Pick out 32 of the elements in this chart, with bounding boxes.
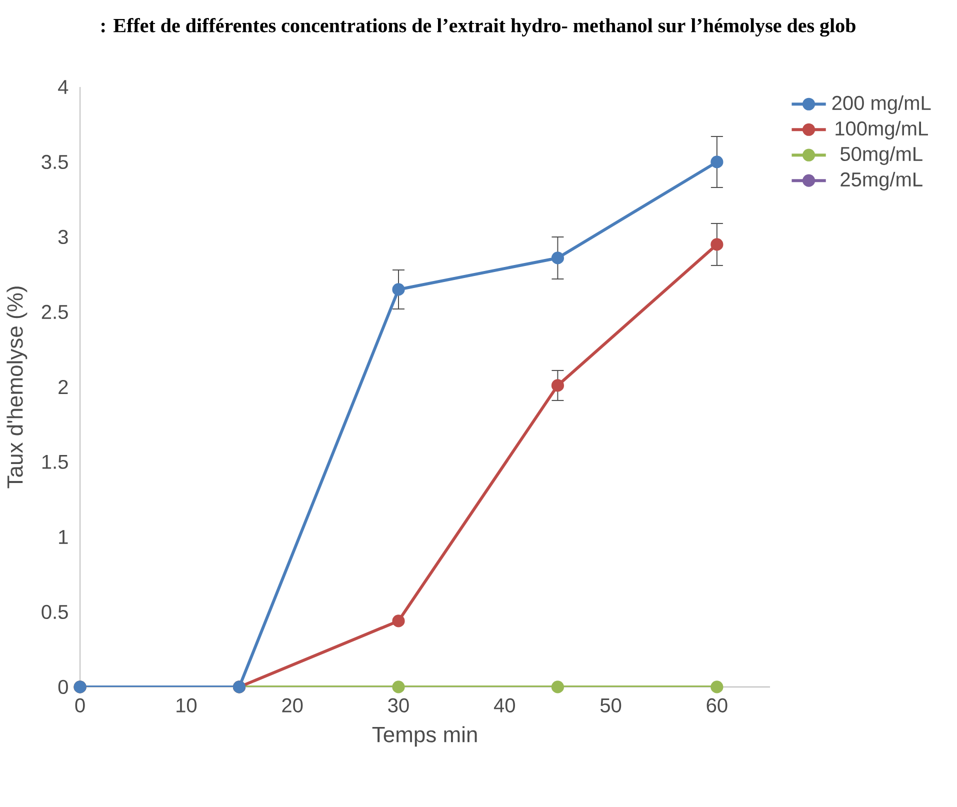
- y-axis-title: Taux d'hemolyse (%): [6, 286, 28, 488]
- chart-title: : Effet de différentes concentrations de l’extrait hydro- methanol sur l’hémolyse des glob: [101, 18, 856, 37]
- point: [551, 252, 564, 264]
- point: [710, 680, 724, 694]
- point: [392, 614, 405, 628]
- x-tick-label: 0: [75, 698, 85, 712]
- x-tick-label: 40: [494, 698, 515, 712]
- point: [551, 680, 564, 694]
- legend-label: 100mg/mL: [836, 120, 928, 140]
- point: [710, 238, 724, 251]
- y-tick-label: 1: [59, 530, 68, 544]
- y-tick-label: 0.5: [42, 604, 68, 620]
- point: [710, 156, 724, 168]
- y-tick-label: 0: [58, 680, 68, 694]
- x-tick-label: 50: [600, 698, 622, 712]
- legend-label: 25mg/mL: [840, 172, 922, 190]
- x-tick-label: 20: [282, 698, 303, 712]
- x-tick-label: 30: [388, 698, 409, 712]
- legend-label: 200 mg/mL: [832, 95, 931, 114]
- x-tick-label: 60: [706, 698, 728, 712]
- point: [392, 283, 405, 296]
- point: [551, 379, 564, 392]
- point: [392, 680, 405, 694]
- x-axis-title: Temps min: [372, 726, 477, 747]
- x-tick-label: 10: [176, 698, 197, 712]
- y-tick-label: 4: [58, 80, 68, 94]
- y-tick-label: 1.5: [42, 454, 68, 469]
- legend-label: 50mg/mL: [840, 146, 922, 166]
- y-tick-label: 3: [58, 230, 68, 244]
- y-tick-label: 3.5: [42, 154, 68, 170]
- y-tick-label: 2: [58, 380, 68, 394]
- y-tick-label: 2.5: [42, 304, 68, 320]
